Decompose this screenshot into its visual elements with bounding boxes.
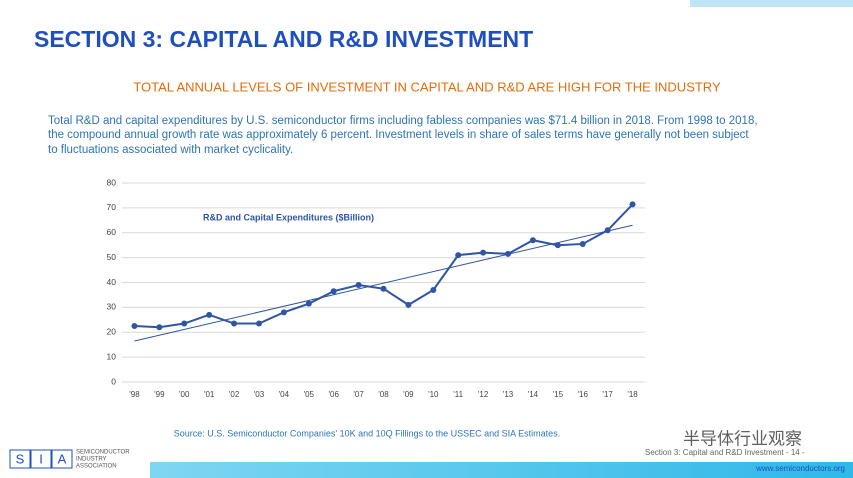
x-tick-label: '15 (553, 390, 564, 399)
trend-line (134, 224, 633, 342)
y-tick-label: 10 (107, 351, 117, 361)
footer-url: www.semiconductors.org (755, 464, 845, 473)
point (131, 323, 138, 330)
point (231, 320, 238, 327)
point (554, 242, 561, 249)
point (529, 237, 536, 244)
logo-box (51, 449, 73, 469)
x-tick-label: '14 (528, 390, 539, 399)
point (480, 249, 487, 256)
x-tick-label: '02 (229, 390, 240, 399)
y-tick-label: 70 (107, 202, 117, 212)
slide-title: SECTION 3: CAPITAL AND R&D INVESTMENT (34, 26, 533, 52)
source: Source: U.S. Semiconductor Companies' 10… (174, 428, 560, 438)
logo-letter: S (16, 451, 25, 466)
logo-org: ASSOCIATION (76, 464, 117, 470)
point (455, 252, 462, 259)
x-tick-label: '08 (378, 390, 389, 399)
watermark: 半导体行业观察 (683, 429, 802, 448)
x-tick-label: '17 (602, 390, 613, 399)
subtitle: TOTAL ANNUAL LEVELS OF INVESTMENT IN CAP… (133, 79, 721, 94)
point (355, 281, 362, 288)
point (255, 320, 262, 327)
logo-letter: I (39, 451, 43, 466)
point (405, 301, 412, 308)
y-tick-label: 60 (107, 227, 117, 237)
x-tick-label: '05 (304, 390, 315, 399)
x-tick-label: '04 (279, 390, 290, 399)
logo-org: SEMICONDUCTOR (76, 450, 130, 456)
x-tick-label: '12 (478, 390, 489, 399)
point (181, 320, 188, 327)
y-tick-label: 20 (107, 327, 117, 337)
series-line (134, 203, 634, 329)
logo-org: INDUSTRY (76, 457, 107, 463)
x-tick-label: '99 (154, 390, 165, 399)
point (330, 288, 337, 295)
logo-letter: A (58, 451, 67, 466)
point (629, 201, 636, 208)
y-tick-label: 80 (107, 177, 117, 187)
point (505, 250, 512, 257)
logo-box (30, 449, 52, 469)
footer-section: Section 3: Capital and R&D Investment - … (645, 448, 805, 457)
y-tick-label: 50 (107, 252, 117, 262)
x-tick-label: '01 (204, 390, 215, 399)
x-tick-label: '09 (403, 390, 414, 399)
body-line: the compound annual growth rate was appr… (48, 129, 749, 141)
point (380, 285, 387, 292)
point (206, 311, 213, 318)
y-tick-label: 30 (107, 302, 117, 312)
x-tick-label: '06 (328, 390, 339, 399)
x-tick-label: '03 (254, 390, 265, 399)
bottom-strip (150, 462, 853, 478)
x-tick-label: '00 (179, 390, 190, 399)
x-tick-label: '13 (503, 390, 514, 399)
x-tick-label: '18 (627, 390, 638, 399)
x-tick-label: '11 (453, 390, 463, 399)
point (604, 227, 611, 234)
point (280, 309, 287, 316)
series-label: R&D and Capital Expenditures ($Billion) (203, 212, 374, 222)
point (156, 324, 163, 331)
y-tick-label: 0 (111, 376, 116, 386)
x-tick-label: '16 (578, 390, 589, 399)
x-tick-label: '10 (428, 390, 439, 399)
logo-box (9, 449, 31, 469)
y-tick-label: 40 (107, 277, 117, 287)
logo: S I A SEMICONDUCTOR INDUSTRY ASSOCIATION (9, 449, 130, 470)
point (430, 286, 437, 293)
top-strip (690, 0, 853, 7)
x-tick-label: '98 (129, 390, 140, 399)
x-tick-label: '07 (353, 390, 364, 399)
point (579, 240, 586, 247)
point (305, 300, 312, 307)
body-line: Total R&D and capital expenditures by U.… (48, 115, 758, 127)
body-line: to fluctuations associated with market c… (48, 144, 293, 156)
